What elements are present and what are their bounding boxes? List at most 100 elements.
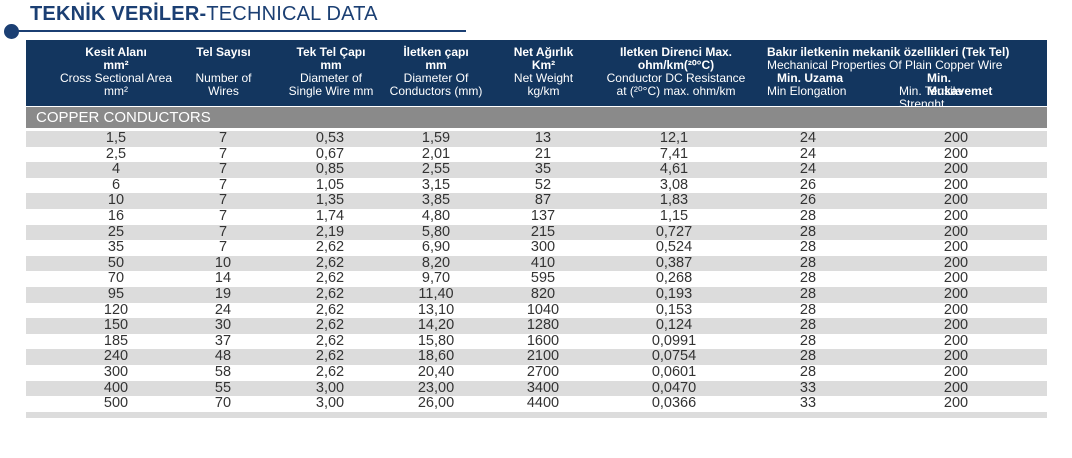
cell-single-wire-dia: 2,62 [315,332,345,349]
page-title: TEKNİK VERİLER-TECHNICAL DATA [30,3,378,26]
cell-elongation: 28 [799,348,817,365]
cell-elongation: 28 [799,270,817,287]
header-col5-tr: Net Ağırlık [513,45,574,59]
cell-wire-count: 70 [214,395,232,412]
cell-net-weight: 215 [530,223,556,240]
cell-net-weight: 21 [534,145,552,162]
cell-resistance: 0,727 [655,223,693,240]
section-label: COPPER CONDUCTORS [36,109,211,126]
cell-single-wire-dia: 0,85 [315,161,345,178]
cell-resistance: 0,524 [655,239,693,256]
cell-cross-section: 50 [107,254,125,271]
cell-resistance: 0,153 [655,301,693,318]
header-mech-en: Mechanical Properties Of Plain Copper Wi… [767,58,1003,72]
cell-wire-count: 48 [214,348,232,365]
cell-tensile: 200 [943,395,969,412]
header-col2-en1: Number of [195,71,252,85]
table-row: 185 37 2,62 15,80 1600 0,0991 28 200 [26,332,1047,350]
title-underline [14,30,466,32]
cell-single-wire-dia: 2,62 [315,363,345,380]
cell-cross-section: 1,5 [105,130,127,146]
cell-elongation: 33 [799,395,817,412]
cell-wire-count: 37 [214,332,232,349]
cell-cross-section: 300 [103,363,129,380]
cell-resistance: 0,124 [655,317,693,334]
cell-tensile: 200 [943,363,969,380]
title-normal: TECHNICAL DATA [206,3,378,25]
header-col4-tr-unit: mm [425,58,447,72]
table-row: 70 14 2,62 9,70 595 0,268 28 200 [26,271,1047,287]
cell-single-wire-dia: 2,62 [315,254,345,271]
cell-wire-count: 10 [214,254,232,271]
cell-elongation: 28 [799,239,817,256]
cell-tensile: 200 [943,379,969,396]
cell-resistance: 0,0366 [651,395,697,412]
cell-cross-section: 70 [107,270,125,287]
cell-conductor-dia: 20,40 [417,363,455,380]
cell-conductor-dia: 1,59 [421,130,451,146]
cell-net-weight: 35 [534,161,552,178]
cell-tensile: 200 [943,301,969,318]
cell-cross-section: 500 [103,395,129,412]
header-col3-tr: Tek Tel Çapı [296,45,366,59]
cell-conductor-dia: 18,60 [417,348,455,365]
cell-resistance: 3,08 [659,176,689,193]
table-row: 25 7 2,19 5,80 215 0,727 28 200 [26,223,1047,241]
cell-single-wire-dia: 1,74 [315,207,345,224]
cell-single-wire-dia: 2,62 [315,285,345,302]
cell-elongation: 28 [799,223,817,240]
cell-elongation: 24 [799,161,817,178]
cell-net-weight: 300 [530,239,556,256]
cell-single-wire-dia: 0,67 [315,145,345,162]
header-col3-tr-unit: mm [320,58,342,72]
cell-wire-count: 7 [218,145,228,162]
header-col5-tr-unit: Km² [531,58,556,72]
header-col4-tr: İletken çapı [403,45,469,59]
cell-wire-count: 7 [218,239,228,256]
cell-cross-section: 120 [103,301,129,318]
header-conductor-dia: İletken çapı mm Diameter Of Conductors (… [381,46,491,98]
cell-elongation: 28 [799,332,817,349]
cell-net-weight: 52 [534,176,552,193]
cell-single-wire-dia: 3,00 [315,395,345,412]
cell-resistance: 7,41 [659,145,689,162]
header-col1-tr: Kesit Alanı [85,45,147,59]
cell-wire-count: 24 [214,301,232,318]
cell-tensile: 200 [943,254,969,271]
cell-resistance: 0,268 [655,270,693,287]
cell-tensile: 200 [943,145,969,162]
cell-resistance: 0,0991 [651,332,697,349]
cell-elongation: 24 [799,145,817,162]
title-bold: TEKNİK VERİLER- [30,3,207,25]
cell-conductor-dia: 4,80 [421,207,451,224]
cell-conductor-dia: 2,55 [421,161,451,178]
cell-net-weight: 1040 [526,301,560,318]
cell-resistance: 0,193 [655,285,693,302]
table-row: 150 30 2,62 14,20 1280 0,124 28 200 [26,318,1047,334]
section-copper-conductors: COPPER CONDUCTORS [26,107,1047,128]
cell-net-weight: 820 [530,285,556,302]
cell-tensile: 200 [943,239,969,256]
cell-wire-count: 19 [214,285,232,302]
cell-wire-count: 7 [218,161,228,178]
header-col2-en2: Wires [208,84,239,98]
cell-single-wire-dia: 2,19 [315,223,345,240]
cell-conductor-dia: 14,20 [417,317,455,334]
cell-single-wire-dia: 2,62 [315,317,345,334]
cell-single-wire-dia: 2,62 [315,270,345,287]
cell-tensile: 200 [943,270,969,287]
cell-cross-section: 6 [111,176,121,193]
cell-tensile: 200 [943,348,969,365]
cell-elongation: 33 [799,379,817,396]
cell-resistance: 0,0601 [651,363,697,380]
table-row: 10 7 1,35 3,85 87 1,83 26 200 [26,193,1047,209]
header-col3-en1: Diameter of [299,71,363,85]
cell-conductor-dia: 26,00 [417,395,455,412]
cell-wire-count: 14 [214,270,232,287]
cell-net-weight: 87 [534,192,552,209]
cell-tensile: 200 [943,192,969,209]
header-col4-en1: Diameter Of [403,71,469,85]
header-col2-tr: Tel Sayısı [196,45,251,59]
table-row: 2,5 7 0,67 2,01 21 7,41 24 200 [26,145,1047,163]
header-col5-en1: Net Weight [513,71,574,85]
